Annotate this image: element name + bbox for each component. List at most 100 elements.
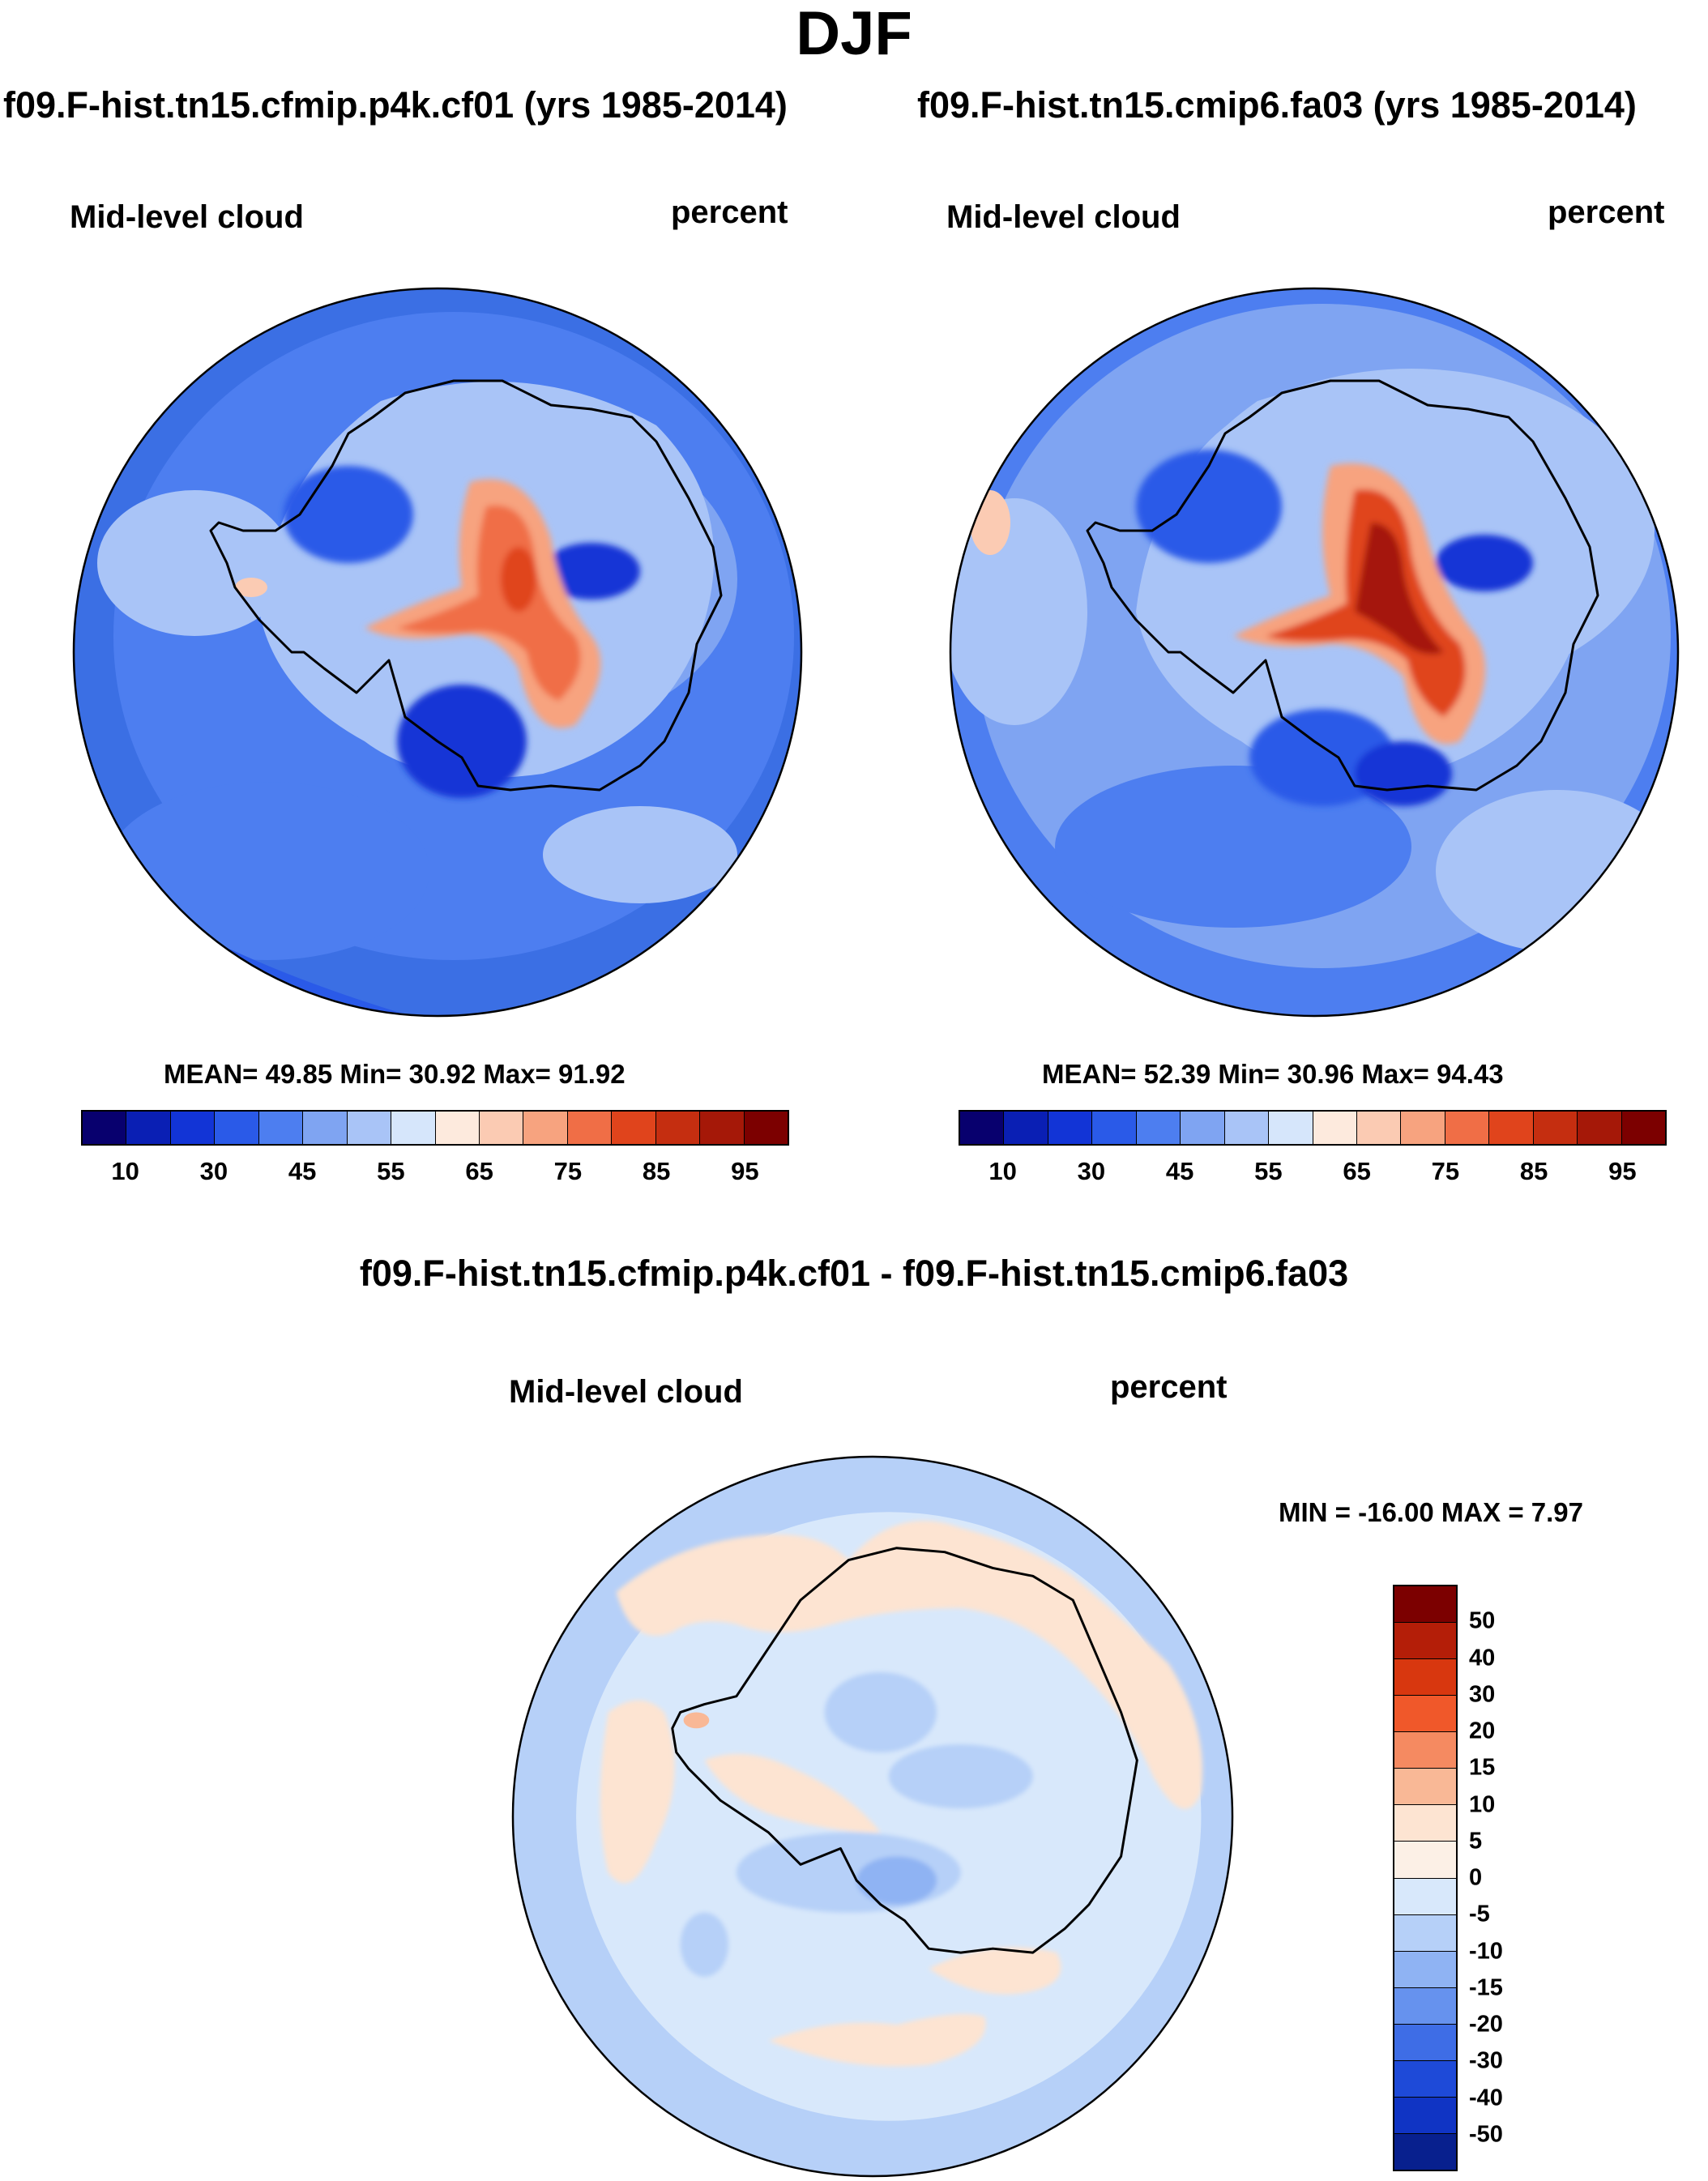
antarctica-coastline [671, 1547, 1138, 1954]
colorbar-swatch [1269, 1112, 1313, 1144]
colorbar-tick-label: 5 [1469, 1828, 1483, 1854]
colorbar-tick-label: 65 [465, 1157, 493, 1185]
peninsula-positive-band [704, 1753, 881, 1833]
colorbar-tick-label: -5 [1469, 1901, 1490, 1927]
plateau-negative-1 [824, 1672, 937, 1752]
colorbar-swatch [1394, 2060, 1456, 2098]
left-panel-title: f09.F-hist.tn15.cfmip.p4k.cf01 (yrs 1985… [3, 84, 788, 126]
colorbar-tick-label: -15 [1469, 1974, 1503, 2001]
left-stats: MEAN= 49.85 Min= 30.92 Max= 91.92 [164, 1059, 626, 1089]
colorbar-tick-label: 0 [1469, 1864, 1483, 1891]
peninsula-warm-spot [235, 578, 267, 597]
pacific-positive-band [616, 1521, 1203, 1809]
colorbar-swatch [1356, 1112, 1402, 1144]
colorbar-swatch [1394, 1659, 1456, 1697]
colorbar-swatch [523, 1112, 568, 1144]
map-border [72, 287, 803, 1018]
colorbar-tick-label: 85 [642, 1157, 671, 1185]
colorbar-swatch [960, 1112, 1005, 1144]
drake-passage-field [950, 498, 1087, 725]
plateau-negative-2 [888, 1744, 1033, 1809]
colorbar-swatch [1394, 1769, 1456, 1806]
atlantic-sector-field [105, 782, 429, 960]
east-low-cloud [1436, 535, 1533, 591]
colorbar-swatch [1394, 2097, 1456, 2134]
diff-panel-title: f09.F-hist.tn15.cfmip.p4k.cf01 - f09.F-h… [359, 1253, 1349, 1294]
colorbar-swatch [1621, 1112, 1665, 1144]
map-border [949, 287, 1680, 1018]
diff-colorbar [1393, 1585, 1458, 2171]
right-units-label: percent [1548, 194, 1665, 230]
ross-low-cloud [284, 466, 413, 563]
colorbar-swatch [1533, 1112, 1578, 1144]
colorbar-swatch [1394, 1623, 1456, 1660]
colorbar-tick-label: 30 [1469, 1681, 1496, 1708]
colorbar-tick-label: 40 [1469, 1645, 1496, 1671]
colorbar-swatch [1394, 1987, 1456, 2025]
left-variable-label: Mid-level cloud [70, 199, 304, 235]
colorbar-tick-label: 30 [1077, 1157, 1106, 1185]
colorbar-swatch [1092, 1112, 1137, 1144]
colorbar-swatch [1136, 1112, 1181, 1144]
antarctica-coastline [209, 379, 723, 792]
weddell-negative-core [856, 1856, 937, 1905]
colorbar-swatch [1394, 2024, 1456, 2061]
atlantic-negative-spot [680, 1912, 728, 1977]
colorbar-tick-label: 10 [1469, 1791, 1496, 1817]
colorbar-swatch [1394, 1842, 1456, 1879]
atlantic-positive-band [768, 2013, 986, 2067]
figure-title: DJF [796, 0, 912, 68]
colorbar-swatch [391, 1112, 436, 1144]
colorbar-swatch [1048, 1112, 1093, 1144]
indian-sector-field [1436, 790, 1678, 952]
colorbar-swatch [1445, 1112, 1490, 1144]
colorbar-swatch [612, 1112, 656, 1144]
colorbar-swatch [744, 1112, 788, 1144]
colorbar-swatch [479, 1112, 524, 1144]
colorbar-swatch [1578, 1112, 1622, 1144]
plateau-peak [501, 547, 536, 612]
colorbar-swatch [1004, 1112, 1048, 1144]
colorbar-swatch [303, 1112, 348, 1144]
colorbar-tick-label: 75 [1431, 1157, 1460, 1185]
colorbar-tick-label: 95 [731, 1157, 759, 1185]
colorbar-tick-label: 15 [1469, 1754, 1496, 1781]
left-units-label: percent [671, 194, 788, 230]
colorbar-swatch [258, 1112, 304, 1144]
colorbar-tick-label: 75 [553, 1157, 583, 1185]
right-colorbar [959, 1110, 1667, 1146]
right-variable-label: Mid-level cloud [946, 199, 1181, 235]
drake-positive-band [600, 1700, 675, 1884]
right-stats: MEAN= 52.39 Min= 30.96 Max= 94.43 [1042, 1059, 1504, 1089]
diff-minmax: MIN = -16.00 MAX = 7.97 [1279, 1497, 1584, 1527]
right-panel-title: f09.F-hist.tn15.cmip6.fa03 (yrs 1985-201… [917, 84, 1637, 126]
colorbar-tick-label: 20 [1469, 1718, 1496, 1744]
colorbar-swatch [1394, 1914, 1456, 1952]
colorbar-swatch [435, 1112, 480, 1144]
left-colorbar [81, 1110, 789, 1146]
colorbar-swatch [1394, 1732, 1456, 1769]
left-polar-map [72, 287, 803, 1018]
indian-sector-field [543, 806, 737, 903]
plateau-high-cloud-core [397, 505, 581, 701]
weddell-core-low [1355, 741, 1452, 806]
colorbar-swatch [1394, 1951, 1456, 1988]
colorbar-swatch [1394, 1805, 1456, 1842]
colorbar-tick-label: 85 [1519, 1157, 1548, 1185]
colorbar-swatch [347, 1112, 392, 1144]
colorbar-tick-label: 10 [989, 1157, 1017, 1185]
colorbar-swatch [1401, 1112, 1445, 1144]
diff-units-label: percent [1110, 1369, 1228, 1405]
plateau-peak [1355, 523, 1444, 655]
colorbar-swatch [1394, 1696, 1456, 1733]
colorbar-swatch [1394, 1878, 1456, 1915]
colorbar-swatch [1313, 1112, 1357, 1144]
weddell-positive-band [929, 1947, 1061, 1995]
colorbar-tick-label: 45 [1165, 1157, 1194, 1185]
colorbar-swatch [655, 1112, 701, 1144]
colorbar-tick-label: 45 [288, 1157, 317, 1185]
antarctica-coastline [1086, 379, 1599, 792]
colorbar-tick-label: 50 [1469, 1607, 1496, 1634]
colorbar-swatch [83, 1112, 127, 1144]
colorbar-swatch [1489, 1112, 1534, 1144]
